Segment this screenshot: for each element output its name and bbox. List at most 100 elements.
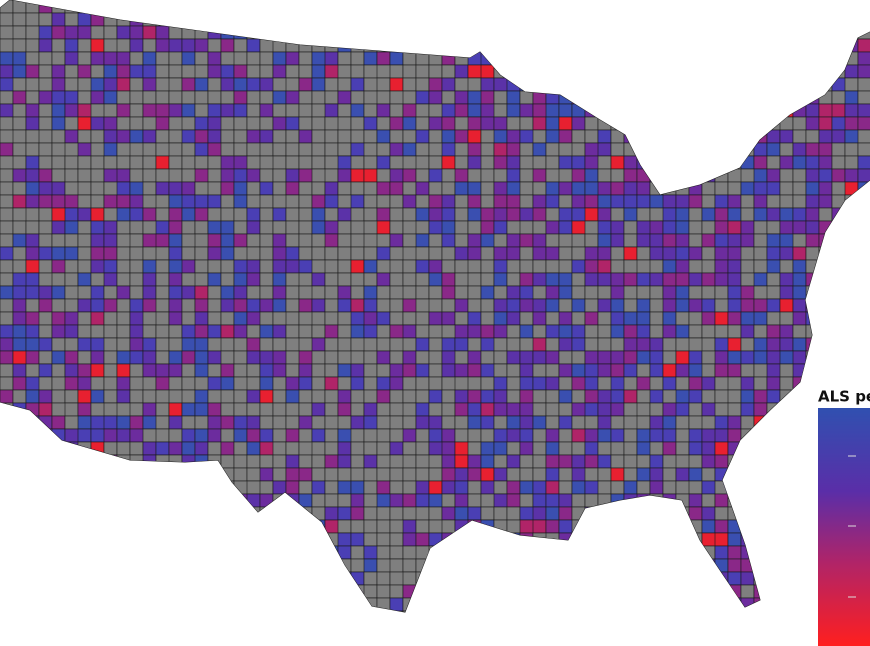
county — [194, 415, 209, 430]
county — [350, 272, 365, 287]
county — [285, 571, 300, 586]
county — [181, 220, 196, 235]
county — [662, 324, 677, 339]
county — [688, 129, 716, 144]
county — [246, 116, 261, 131]
county — [701, 129, 716, 144]
county — [714, 597, 729, 612]
county — [155, 64, 170, 79]
county — [207, 402, 222, 417]
county — [701, 298, 716, 313]
county — [532, 259, 547, 274]
county — [311, 363, 326, 378]
county — [558, 77, 586, 92]
county — [610, 129, 625, 144]
county — [662, 220, 677, 235]
county — [714, 441, 729, 456]
county — [493, 415, 508, 430]
county — [311, 493, 326, 508]
county — [298, 103, 313, 118]
county — [818, 38, 833, 53]
county — [467, 441, 482, 456]
county — [324, 0, 339, 14]
county — [857, 246, 870, 261]
county — [142, 51, 157, 66]
county — [506, 103, 521, 118]
county — [753, 168, 768, 183]
county — [740, 402, 755, 417]
county — [792, 181, 807, 196]
county — [571, 363, 586, 378]
county — [194, 558, 209, 573]
county — [441, 584, 456, 599]
county — [194, 129, 209, 144]
county — [220, 12, 235, 27]
county — [142, 337, 157, 352]
county — [441, 441, 456, 456]
county — [545, 584, 560, 599]
county — [545, 467, 560, 482]
county — [597, 259, 612, 274]
county — [363, 584, 378, 599]
county — [714, 571, 729, 586]
county — [272, 584, 300, 599]
county — [740, 415, 755, 430]
county — [259, 480, 274, 495]
county — [376, 272, 391, 287]
county — [155, 116, 170, 131]
county — [207, 0, 235, 14]
county — [337, 597, 352, 612]
county — [259, 64, 274, 79]
county — [558, 324, 573, 339]
county — [181, 0, 196, 14]
county — [857, 259, 870, 274]
county — [64, 506, 79, 521]
county — [636, 116, 651, 131]
county — [25, 207, 40, 222]
county — [623, 506, 638, 521]
county — [155, 428, 170, 443]
county — [597, 194, 612, 209]
county — [701, 519, 716, 534]
county — [220, 415, 235, 430]
legend-gradient — [818, 408, 870, 646]
county — [831, 129, 846, 144]
county — [246, 428, 261, 443]
county — [480, 0, 495, 14]
county — [532, 376, 547, 391]
county — [714, 363, 729, 378]
county — [545, 493, 560, 508]
county — [792, 584, 820, 599]
county — [597, 428, 612, 443]
county — [857, 363, 870, 378]
county — [376, 0, 391, 14]
county — [376, 116, 391, 131]
county — [259, 90, 274, 105]
county — [467, 38, 482, 53]
county — [51, 467, 66, 482]
county — [311, 519, 326, 534]
county — [623, 246, 638, 261]
county — [519, 584, 534, 599]
county — [350, 506, 365, 521]
county — [506, 402, 521, 417]
county — [103, 12, 118, 27]
county — [168, 285, 183, 300]
county — [740, 493, 768, 508]
county — [519, 246, 534, 261]
county — [169, 624, 182, 637]
county — [220, 285, 235, 300]
county — [324, 337, 339, 352]
county — [727, 350, 742, 365]
county — [285, 285, 300, 300]
county — [402, 38, 417, 53]
county — [12, 12, 27, 27]
county — [51, 558, 66, 573]
county — [441, 0, 456, 14]
county — [584, 194, 599, 209]
county — [753, 77, 768, 92]
county — [285, 0, 313, 14]
county — [532, 389, 547, 404]
county — [194, 77, 209, 92]
county — [181, 38, 196, 53]
